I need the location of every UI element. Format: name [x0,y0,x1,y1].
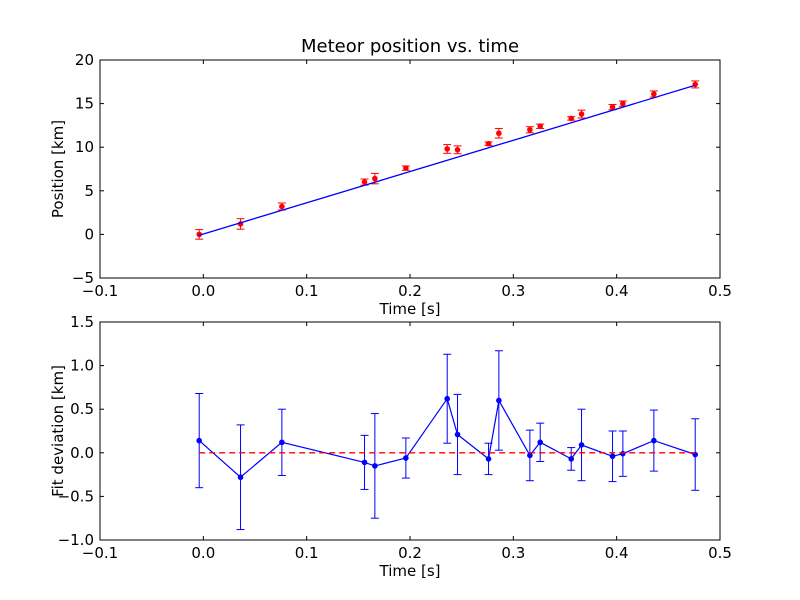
data-point [196,437,202,444]
x-tick-label: 0.0 [191,282,215,300]
data-point [609,453,616,460]
data-point [537,439,544,446]
data-point [578,111,585,117]
x-tick-label: 0.1 [295,282,319,300]
x-tick-label: −0.1 [82,282,118,300]
data-point [537,123,544,130]
y-tick-label: 0.5 [70,400,94,418]
y-axis-label: Fit deviation [km] [49,365,67,497]
y-tick-label: 10 [75,138,94,156]
data-point [279,203,285,210]
x-tick-label: 0.2 [398,282,422,300]
data-point [444,395,451,402]
chart-title: Meteor position vs. time [301,36,519,57]
deviation-chart: −0.1 0.0 0.1 0.2 0.3 0.4 0.5 −1.0 −0.5 0.0 0.5 1.0 1… [49,313,732,580]
y-tick-label: 1.5 [70,313,94,331]
x-tick-label: 0.5 [708,282,732,300]
data-point [568,456,575,462]
x-axis-label: Time [s] [379,300,441,318]
y-tick-label: −0.5 [58,487,94,505]
x-tick-label: −0.1 [82,544,118,562]
y-tick-label: −5 [72,269,94,287]
axes-frame [99,321,721,541]
y-tick-label: 20 [75,51,94,69]
x-tick-label: 0.4 [605,282,629,300]
data-point [620,100,626,107]
series-errorbar-line [195,350,700,531]
data-point [568,115,575,122]
data-point [454,147,461,153]
data-point [361,179,368,185]
y-axis-label: Position [km] [49,120,67,218]
x-tick-label: 0.4 [605,544,629,562]
data-point [527,452,533,459]
data-point [444,146,451,152]
data-point [620,450,626,457]
data-point [372,175,378,182]
fit-line [199,84,696,236]
x-tick-label: 0.2 [398,544,422,562]
data-point [279,439,285,446]
data-point [361,459,368,466]
data-point [527,126,533,133]
x-tick-label: 0.3 [501,544,525,562]
data-point [485,456,492,462]
data-point [403,455,409,461]
data-point [496,130,502,137]
y-tick-label: 15 [75,95,94,113]
position-chart: −0.1 0.0 0.1 0.2 0.3 0.4 0.5 −5 0 5 10 15 20 Time [s]… [49,36,732,318]
data-point [454,431,461,438]
x-tick-label: 0.5 [708,544,732,562]
x-tick-label: 0.3 [501,282,525,300]
axes-frame [99,59,721,279]
data-point [651,91,657,97]
data-point [651,437,657,444]
data-point [578,442,585,448]
series-fit-line [199,84,696,236]
x-tick-label: 0.0 [191,544,215,562]
data-point [237,474,244,481]
data-point [403,165,409,171]
y-tick-label: 0 [84,225,94,243]
x-axis-label: Time [s] [379,562,441,580]
series-errorbar-points [195,80,700,240]
data-point [609,104,616,110]
y-tick-label: −1.0 [58,531,94,549]
x-tick-label: 0.1 [295,544,319,562]
data-point [372,463,378,469]
data-point [485,140,492,147]
y-tick-label: 0.0 [70,444,94,462]
y-tick-label: 1.0 [70,357,94,375]
y-tick-label: 5 [84,182,94,200]
data-point [496,397,502,404]
